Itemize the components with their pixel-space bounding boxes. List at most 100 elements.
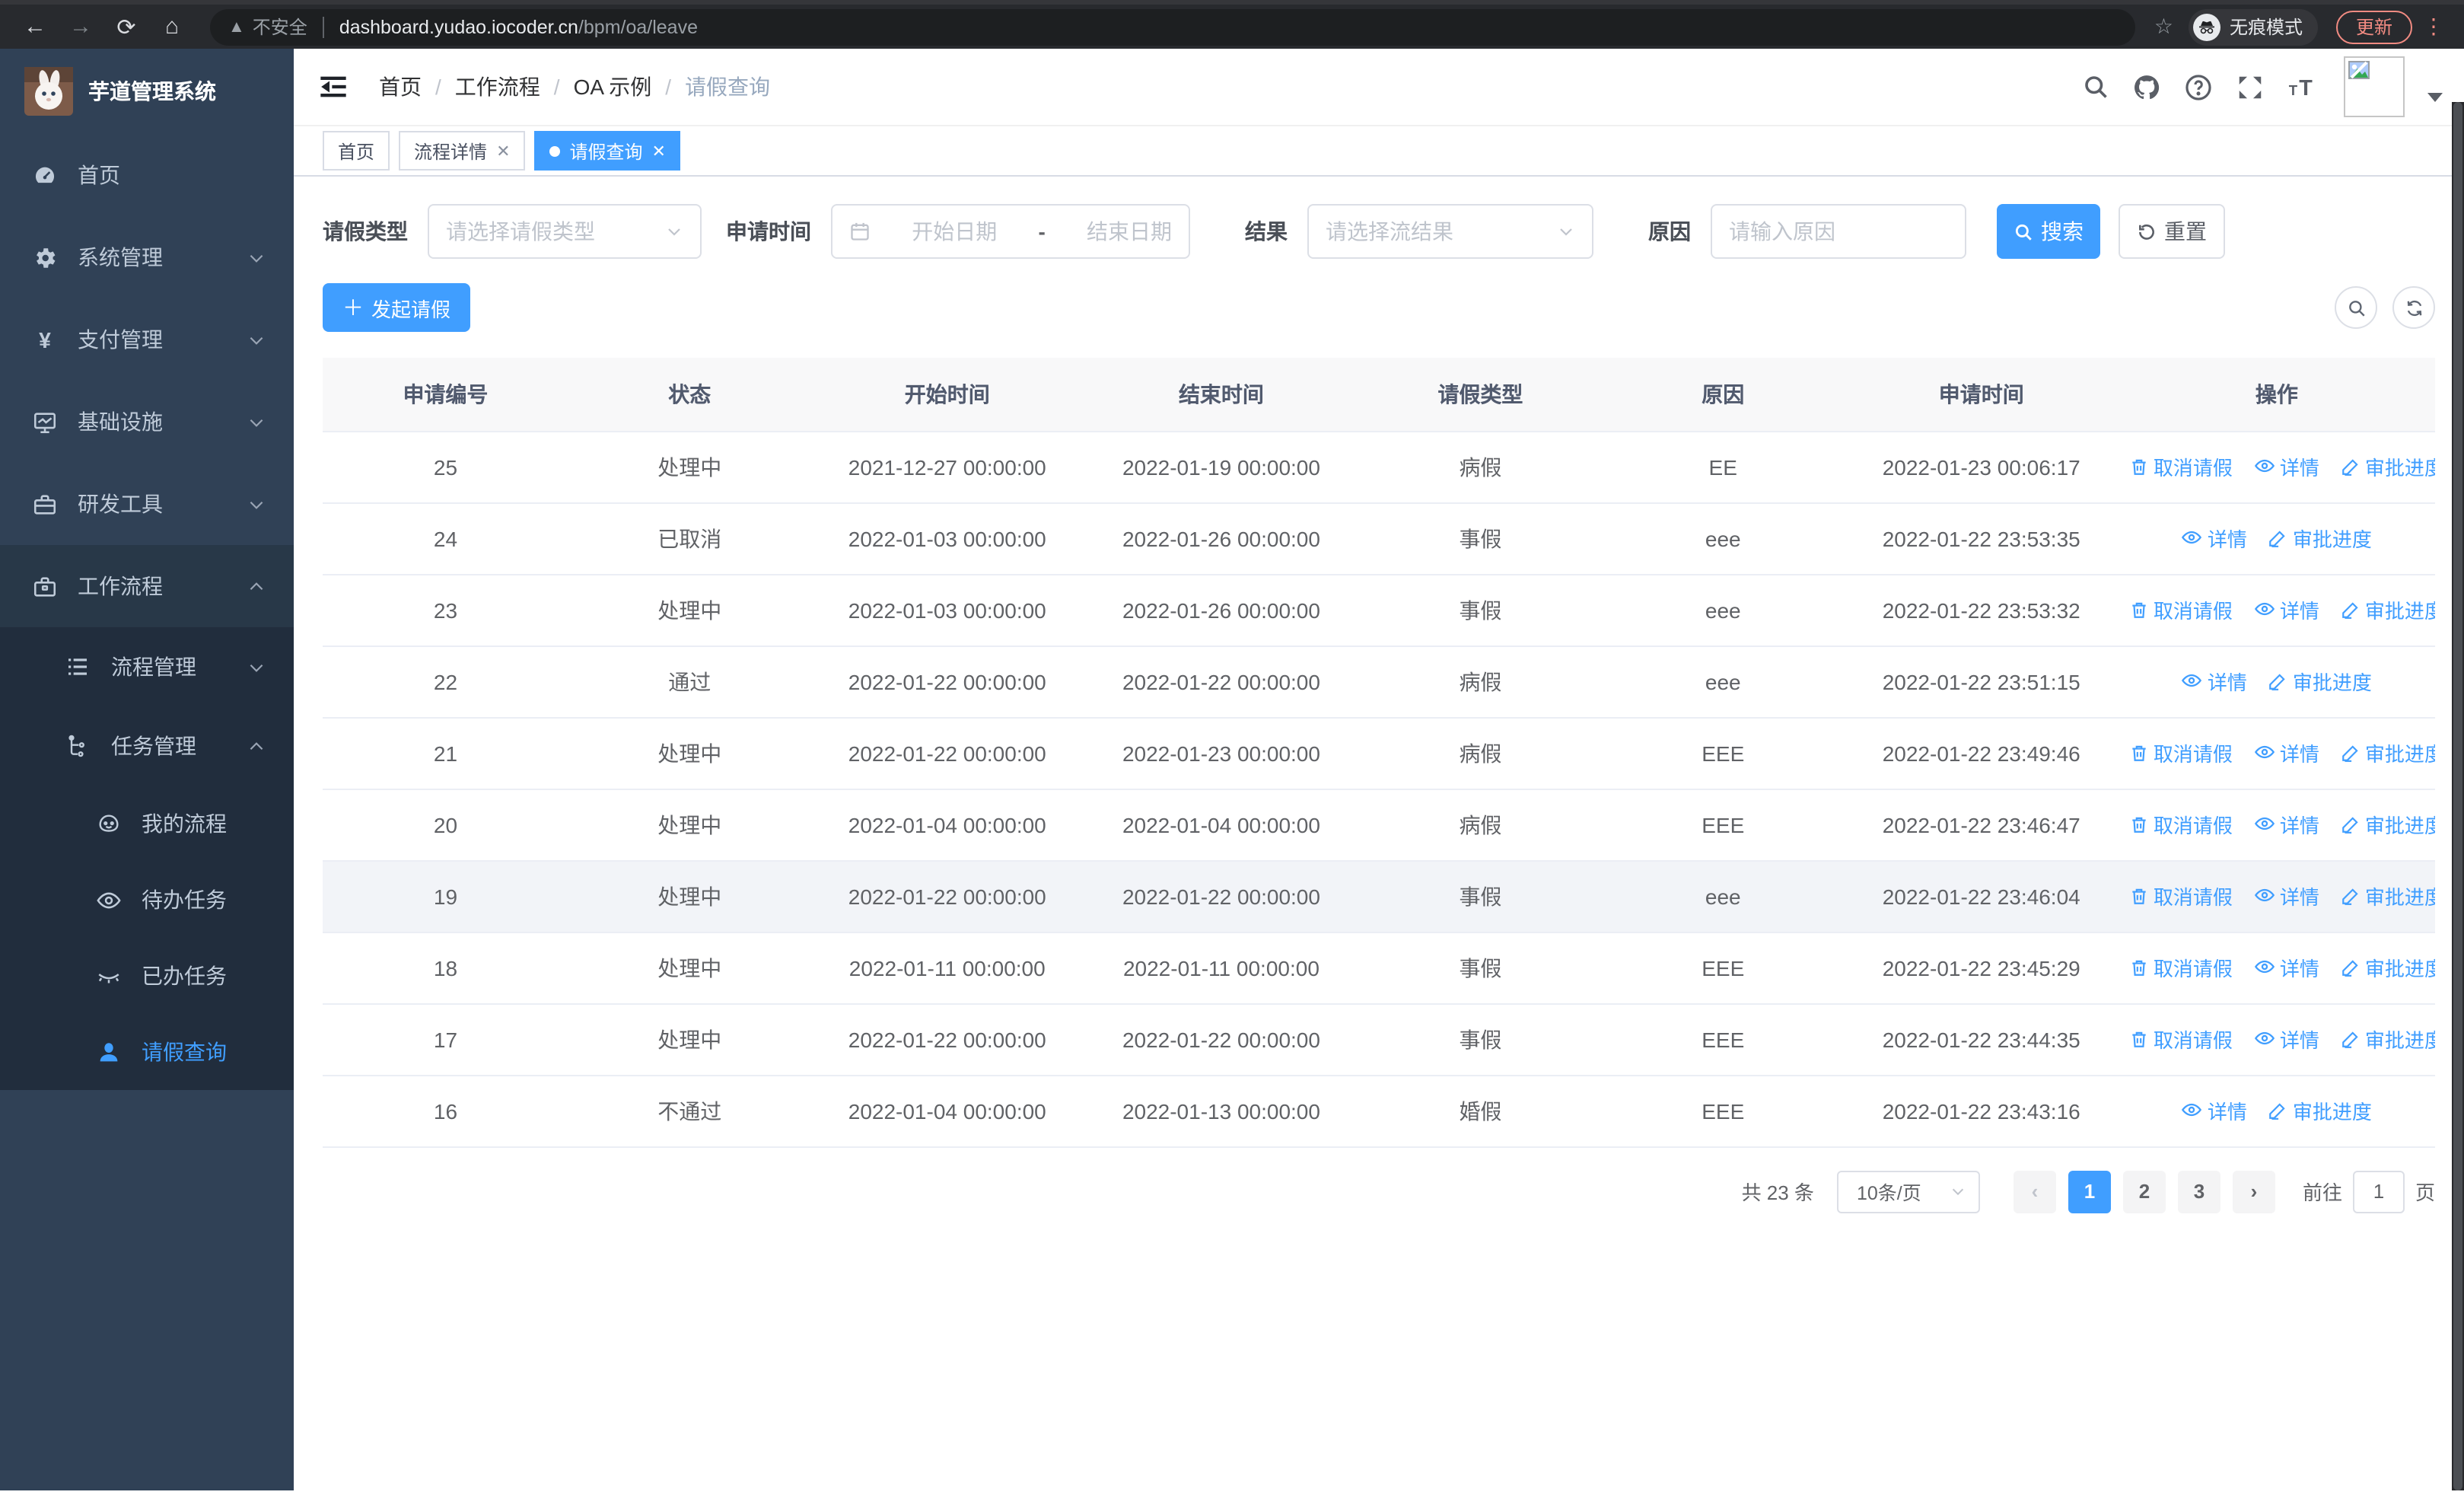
action-detail-link[interactable]: 详情 <box>2254 881 2319 910</box>
back-icon[interactable]: ← <box>24 14 46 40</box>
browser-menu-icon[interactable]: ⋮ <box>2423 14 2444 38</box>
breadcrumb-item[interactable]: OA 示例 <box>573 75 652 99</box>
show-search-toggle-button[interactable] <box>2335 286 2377 329</box>
action-progress-link[interactable]: 审批进度 <box>2341 954 2435 983</box>
goto-page-input[interactable]: 1 <box>2352 1170 2405 1213</box>
action-progress-link[interactable]: 审批进度 <box>2341 596 2435 625</box>
breadcrumb-item[interactable]: 工作流程 <box>454 75 540 99</box>
action-detail-link[interactable]: 详情 <box>2182 1096 2247 1125</box>
home-icon[interactable]: ⌂ <box>164 14 180 40</box>
cell-apply: 2022-01-22 23:43:16 <box>1844 1075 2119 1147</box>
cell-type: 病假 <box>1359 645 1602 718</box>
sidebar-logo[interactable]: 芋道管理系统 <box>0 49 294 134</box>
action-progress-link[interactable]: 审批进度 <box>2268 1097 2372 1126</box>
reset-button[interactable]: 重置 <box>2119 204 2225 259</box>
cell-end: 2022-01-23 00:00:00 <box>1083 717 1360 789</box>
sidebar-item-请假查询[interactable]: 请假查询 <box>0 1014 294 1090</box>
github-icon[interactable] <box>2132 72 2161 101</box>
action-detail-link[interactable]: 详情 <box>2254 1025 2319 1054</box>
incognito-badge: 无痕模式 <box>2188 8 2318 45</box>
cell-status: 处理中 <box>568 717 811 789</box>
pen-icon <box>2341 958 2361 978</box>
sidebar-item-支付管理[interactable]: ¥ 支付管理 <box>0 298 294 381</box>
scrollbar-thumb[interactable] <box>2453 102 2462 1490</box>
bookmark-star-icon[interactable]: ☆ <box>2154 14 2173 38</box>
action-progress-link[interactable]: 审批进度 <box>2341 882 2435 911</box>
page-button-2[interactable]: 2 <box>2122 1170 2166 1213</box>
action-detail-link[interactable]: 详情 <box>2182 524 2247 553</box>
cell-id: 25 <box>323 431 568 503</box>
result-select[interactable]: 请选择流结果 <box>1307 204 1593 259</box>
avatar-dropdown-caret[interactable] <box>2427 93 2443 102</box>
sidebar-item-基础设施[interactable]: 基础设施 <box>0 381 294 463</box>
sidebar-item-工作流程[interactable]: 工作流程 <box>0 545 294 627</box>
action-cancel-link[interactable]: 取消请假 <box>2129 1025 2233 1054</box>
action-detail-link[interactable]: 详情 <box>2182 667 2247 696</box>
action-progress-link[interactable]: 审批进度 <box>2341 811 2435 840</box>
action-cancel-link[interactable]: 取消请假 <box>2129 811 2233 840</box>
sidebar-item-首页[interactable]: 首页 <box>0 134 294 216</box>
page-size-select[interactable]: 10条/页 <box>1836 1170 1980 1213</box>
sidebar-item-label: 首页 <box>78 163 120 187</box>
fullscreen-icon[interactable] <box>2236 72 2265 101</box>
page-button-1[interactable]: 1 <box>2068 1170 2111 1213</box>
action-cancel-link[interactable]: 取消请假 <box>2129 453 2233 482</box>
view-tag-流程详情[interactable]: 流程详情 ✕ <box>399 131 526 171</box>
next-page-button[interactable]: › <box>2232 1170 2275 1213</box>
action-progress-link[interactable]: 审批进度 <box>2341 739 2435 768</box>
view-tag-首页[interactable]: 首页 <box>323 131 390 171</box>
close-icon[interactable]: ✕ <box>651 142 666 161</box>
svg-text:T: T <box>2289 81 2298 97</box>
action-progress-link[interactable]: 审批进度 <box>2268 524 2372 553</box>
cell-reason: eee <box>1601 645 1845 718</box>
view-tag-请假查询[interactable]: 请假查询 ✕ <box>534 131 681 171</box>
browser-scrollbar[interactable] <box>2452 102 2464 1490</box>
action-detail-link[interactable]: 详情 <box>2254 810 2319 839</box>
sidebar-item-流程管理[interactable]: 流程管理 <box>0 627 294 706</box>
action-detail-link[interactable]: 详情 <box>2254 738 2319 767</box>
action-progress-link[interactable]: 审批进度 <box>2341 453 2435 482</box>
cell-start: 2022-01-04 00:00:00 <box>810 789 1084 861</box>
table-header-row: 申请编号 状态 开始时间 结束时间 请假类型 原因 申请时间 操作 <box>323 358 2435 432</box>
reload-icon[interactable]: ⟳ <box>116 14 136 40</box>
page-button-3[interactable]: 3 <box>2177 1170 2220 1213</box>
chevron-down-icon <box>247 247 266 267</box>
reason-input[interactable]: 请输入原因 <box>1711 204 1966 259</box>
sidebar-item-我的流程[interactable]: 我的流程 <box>0 786 294 862</box>
column-header: 申请时间 <box>1844 358 2119 432</box>
action-detail-link[interactable]: 详情 <box>2254 953 2319 982</box>
breadcrumb-separator: / <box>435 75 441 99</box>
forward-icon[interactable]: → <box>69 14 92 40</box>
action-detail-link[interactable]: 详情 <box>2254 452 2319 481</box>
action-cancel-link[interactable]: 取消请假 <box>2129 739 2233 768</box>
sidebar-item-待办任务[interactable]: 待办任务 <box>0 862 294 938</box>
search-button[interactable]: 搜索 <box>1997 204 2100 259</box>
create-leave-button[interactable]: ＋ 发起请假 <box>323 283 471 332</box>
refresh-table-button[interactable] <box>2392 286 2435 329</box>
browser-update-button[interactable]: 更新 <box>2335 10 2412 43</box>
action-progress-link[interactable]: 审批进度 <box>2341 1025 2435 1054</box>
action-progress-link[interactable]: 审批进度 <box>2268 668 2372 696</box>
action-cancel-link[interactable]: 取消请假 <box>2129 882 2233 911</box>
sidebar-collapse-icon[interactable] <box>318 72 349 102</box>
breadcrumb-item[interactable]: 首页 <box>379 75 422 99</box>
sidebar-item-已办任务[interactable]: 已办任务 <box>0 938 294 1014</box>
search-icon[interactable] <box>2082 73 2109 100</box>
user-avatar[interactable] <box>2344 56 2405 117</box>
date-range-picker[interactable]: 开始日期 - 结束日期 <box>831 204 1190 259</box>
prev-page-button[interactable]: ‹ <box>2013 1170 2056 1213</box>
help-icon[interactable] <box>2184 72 2213 101</box>
close-icon[interactable]: ✕ <box>496 142 511 161</box>
action-cancel-link[interactable]: 取消请假 <box>2129 596 2233 625</box>
leave-type-select[interactable]: 请选择请假类型 <box>428 204 702 259</box>
pen-icon <box>2341 815 2361 835</box>
sidebar-item-研发工具[interactable]: 研发工具 <box>0 463 294 545</box>
address-bar[interactable]: ▲ 不安全 dashboard.yudao.iocoder.cn/bpm/oa/… <box>210 8 2136 45</box>
incognito-label: 无痕模式 <box>2229 17 2303 38</box>
sidebar-item-系统管理[interactable]: 系统管理 <box>0 216 294 298</box>
action-detail-link[interactable]: 详情 <box>2254 595 2319 624</box>
sidebar-item-任务管理[interactable]: 任务管理 <box>0 706 294 786</box>
filter-form: 请假类型 请选择请假类型 申请时间 开始日期 - 结束日期 结果 请选择流结果 <box>323 204 2435 259</box>
action-cancel-link[interactable]: 取消请假 <box>2129 954 2233 983</box>
